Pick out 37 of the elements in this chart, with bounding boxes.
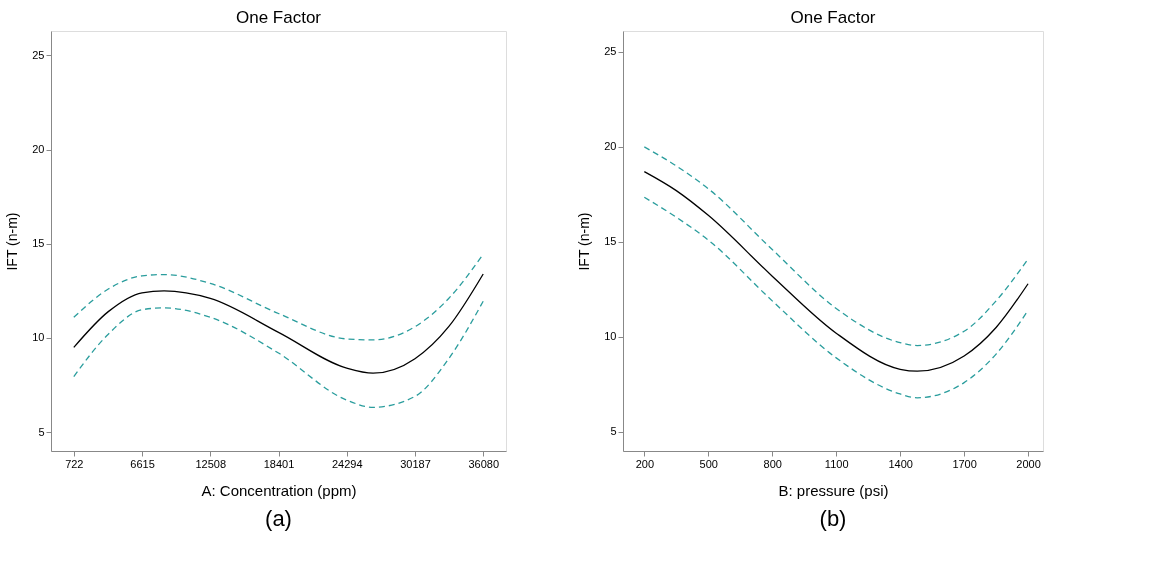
y-tick-label: 20: [32, 143, 45, 156]
x-tick-label: 18401: [263, 457, 295, 470]
line-series: [643, 170, 1029, 372]
y-tick-label: 20: [604, 140, 617, 153]
chart-title: One Factor: [790, 8, 876, 27]
text: (a): [265, 506, 292, 531]
y-tick-label: 5: [610, 425, 617, 438]
chart-title: One Factor: [235, 8, 322, 27]
line-series: [73, 273, 484, 374]
text: (b): [819, 506, 847, 531]
x-tick-label: 722: [65, 457, 84, 470]
y-tick-label: 5: [38, 425, 45, 438]
y-axis-title: IFT (n-m): [4, 212, 21, 271]
y-tick-label: 15: [32, 237, 45, 250]
x-tick-label: 12508: [195, 457, 227, 470]
y-tick-label: 25: [604, 45, 617, 58]
x-tick-label: 6615: [130, 457, 155, 470]
x-axis-title: A: Concentration (ppm): [201, 481, 357, 499]
line-series: [643, 196, 1029, 399]
x-tick-label: 24294: [331, 457, 363, 470]
x-tick-label: 500: [699, 457, 718, 470]
y-axis-title: IFT (n-m): [576, 212, 593, 271]
x-tick-label: 36080: [468, 457, 499, 470]
line-series: [73, 300, 484, 408]
y-tick-label: 15: [604, 235, 617, 248]
x-tick-label: 1100: [824, 457, 849, 470]
y-tick-label: 25: [32, 48, 45, 61]
y-tick-label: 10: [32, 331, 45, 344]
x-tick-label: 2000: [1016, 457, 1041, 470]
x-tick-label: 800: [763, 457, 782, 470]
x-axis-title: B: pressure (psi): [778, 481, 889, 499]
x-tick-label: 1400: [888, 457, 913, 470]
y-tick-label: 10: [604, 330, 617, 343]
x-tick-label: 30187: [400, 457, 431, 470]
x-tick-label: 200: [635, 457, 654, 470]
x-tick-label: 1700: [952, 457, 977, 470]
line-series: [643, 146, 1029, 347]
